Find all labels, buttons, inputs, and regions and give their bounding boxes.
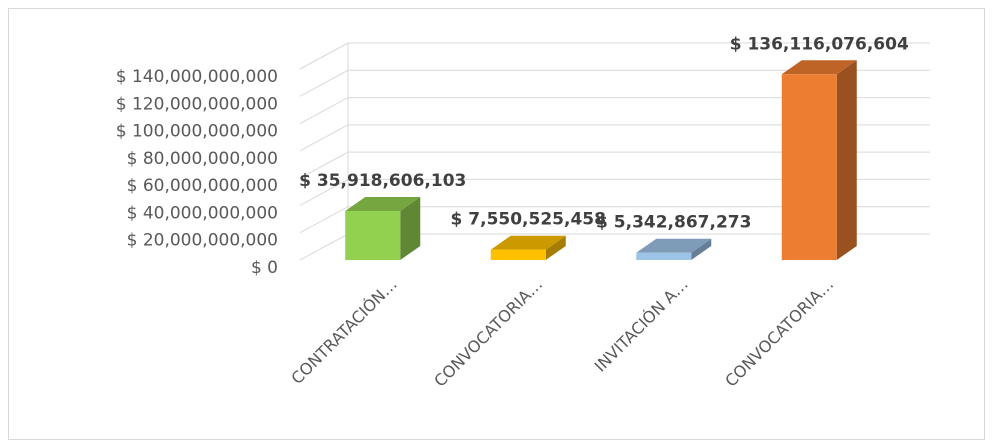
y-tick-label: $ 100,000,000,000 [116,122,278,142]
grid-line [299,124,930,152]
grid-line [299,178,930,206]
bar-side [836,60,857,260]
data-label: $ 7,550,525,458 [451,210,606,230]
bar [636,252,692,260]
data-label: $ 136,116,076,604 [730,34,909,54]
grid-line [299,151,930,179]
y-tick-label: $ 0 [251,258,278,278]
bar-top [490,235,566,250]
y-tick-label: $ 60,000,000,000 [127,176,278,196]
bar-side [545,235,566,260]
grid-line [299,69,930,97]
data-label: $ 5,342,867,273 [596,213,751,233]
data-label: $ 35,918,606,103 [299,171,466,191]
bar [345,210,401,260]
y-tick-label: $ 20,000,000,000 [127,231,278,251]
y-tick-label: $ 80,000,000,000 [127,149,278,169]
grid-line [299,206,930,234]
bar [490,249,546,260]
y-tick-label: $ 120,000,000,000 [116,94,278,114]
bar-top [345,196,421,211]
y-tick-label: $ 40,000,000,000 [127,203,278,223]
bar-side [400,196,421,260]
bar-top [781,60,857,75]
bar-top [636,238,712,253]
bar-side [691,238,712,260]
grid-line [299,97,930,125]
y-tick-label: $ 140,000,000,000 [116,67,278,87]
grid-line [299,42,930,70]
bar [781,74,837,260]
